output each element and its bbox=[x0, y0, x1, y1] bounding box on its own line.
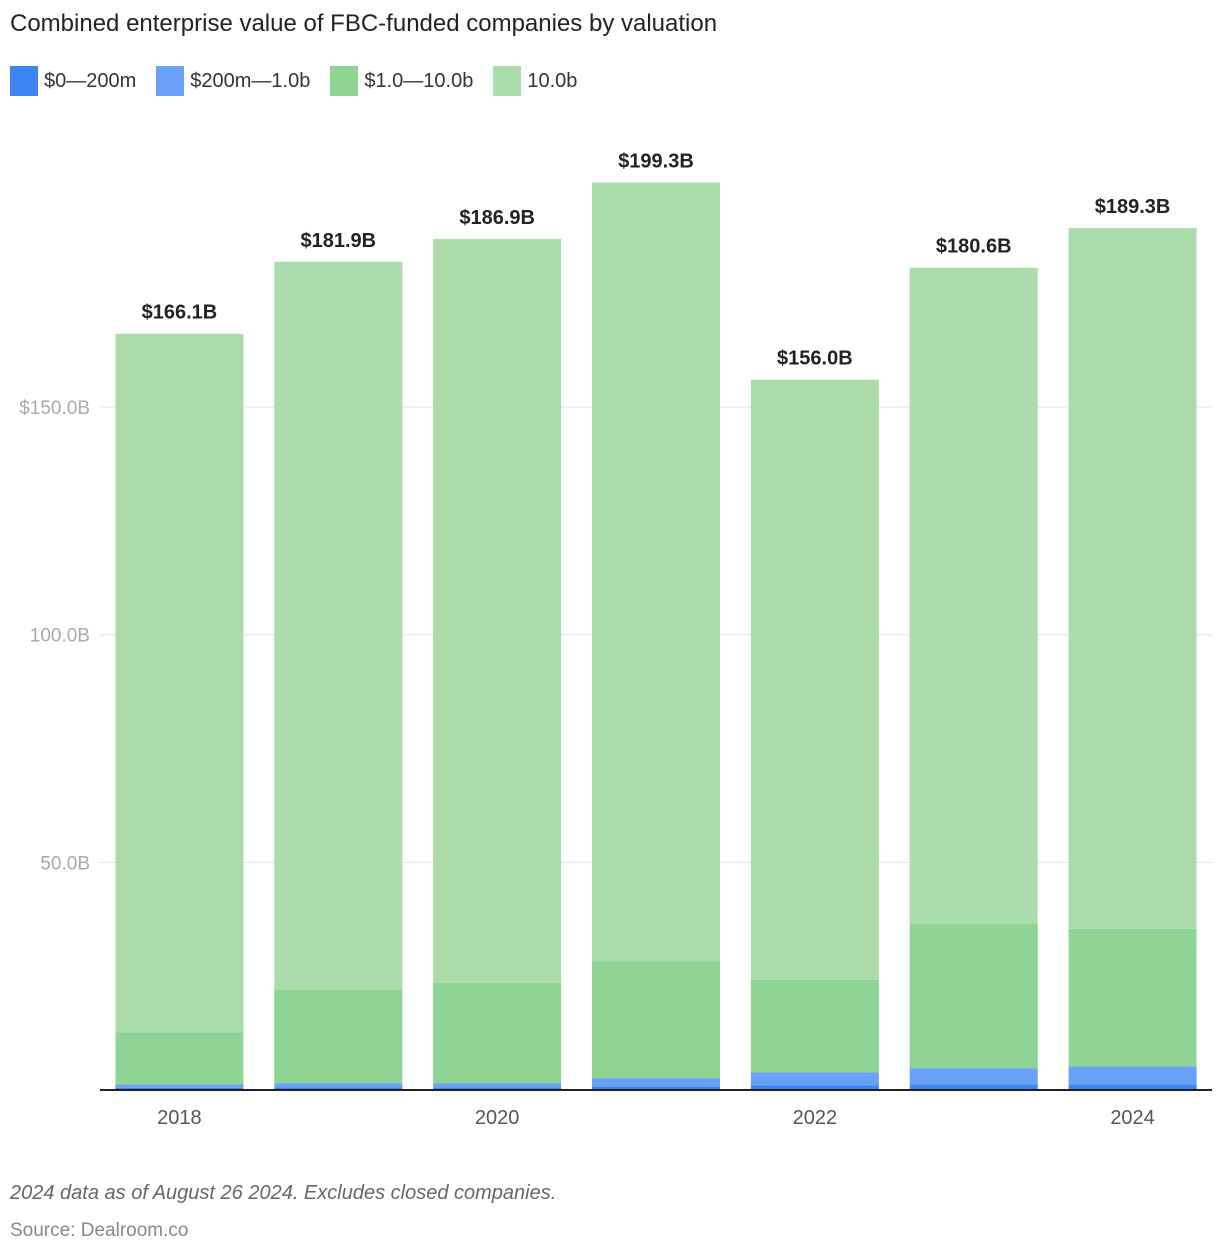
total-label: $181.9B bbox=[300, 230, 376, 252]
bar-segment-2024-s3 bbox=[1068, 228, 1197, 929]
total-label: $199.3B bbox=[618, 151, 694, 173]
bar-segment-2018-s0 bbox=[115, 1087, 244, 1090]
bar-segment-2023-s3 bbox=[909, 267, 1038, 924]
bar-segment-2020-s3 bbox=[433, 239, 562, 984]
legend-item-200m-1b[interactable]: $200m—1.0b bbox=[156, 66, 310, 96]
legend-label: $200m—1.0b bbox=[190, 69, 311, 92]
legend-label: 10.0b bbox=[527, 69, 578, 92]
bar-segment-2021-s0 bbox=[592, 1086, 720, 1090]
legend: $0—200m $200m—1.0b $1.0—10.0b 10.0b bbox=[10, 66, 577, 96]
bar-segment-2022-s1 bbox=[750, 1072, 879, 1086]
bar-segment-2022-s0 bbox=[750, 1085, 879, 1090]
x-tick-label: 2024 bbox=[1110, 1107, 1155, 1129]
bar-segment-2018-s3 bbox=[115, 333, 244, 1033]
bar-segment-2021-s1 bbox=[592, 1078, 720, 1087]
y-tick-label: $150.0B bbox=[19, 398, 90, 419]
legend-swatch bbox=[10, 66, 38, 96]
legend-swatch bbox=[330, 66, 359, 96]
bar-segment-2022-s3 bbox=[750, 379, 879, 980]
legend-item-10b-plus[interactable]: 10.0b bbox=[493, 66, 577, 96]
total-label: $156.0B bbox=[777, 348, 853, 370]
bar-segment-2023-s0 bbox=[909, 1084, 1038, 1090]
bar-segment-2020-s1 bbox=[433, 1083, 562, 1088]
total-label: $189.3B bbox=[1095, 196, 1171, 218]
bar-segment-2024-s0 bbox=[1068, 1084, 1197, 1090]
y-tick-label: 100.0B bbox=[30, 626, 90, 647]
bar-segment-2020-s0 bbox=[433, 1087, 562, 1090]
footnote: 2024 data as of August 26 2024. Excludes… bbox=[10, 1182, 557, 1204]
bar-segment-2020-s2 bbox=[433, 983, 562, 1084]
x-tick-label: 2022 bbox=[793, 1107, 838, 1129]
source-credit: Source: Dealroom.co bbox=[10, 1220, 189, 1241]
legend-item-0-200m[interactable]: $0—200m bbox=[10, 66, 136, 96]
total-label: $186.9B bbox=[459, 207, 535, 229]
legend-swatch bbox=[493, 66, 522, 96]
bar-segment-2019-s3 bbox=[274, 261, 403, 990]
legend-label: $0—200m bbox=[44, 69, 137, 92]
bar-segment-2019-s0 bbox=[274, 1087, 403, 1090]
bar-segment-2022-s2 bbox=[750, 979, 879, 1073]
bar-segment-2021-s2 bbox=[592, 961, 720, 1079]
legend-label: $1.0—10.0b bbox=[364, 69, 474, 92]
bar-segment-2021-s3 bbox=[592, 182, 720, 962]
bar-segment-2023-s1 bbox=[909, 1068, 1038, 1085]
legend-swatch bbox=[156, 66, 185, 96]
legend-item-1b-10b[interactable]: $1.0—10.0b bbox=[330, 66, 473, 96]
bar-segment-2019-s2 bbox=[274, 989, 403, 1084]
bar-segment-2019-s1 bbox=[274, 1083, 403, 1088]
total-label: $180.6B bbox=[936, 236, 1012, 258]
bar-segment-2024-s2 bbox=[1068, 928, 1197, 1067]
bar-segment-2018-s1 bbox=[115, 1084, 244, 1088]
bar-segment-2018-s2 bbox=[115, 1032, 244, 1085]
y-tick-label: 50.0B bbox=[40, 853, 90, 874]
chart-title: Combined enterprise value of FBC-funded … bbox=[10, 10, 718, 37]
bar-segment-2023-s2 bbox=[909, 923, 1038, 1069]
x-tick-label: 2018 bbox=[157, 1107, 202, 1129]
x-tick-label: 2020 bbox=[475, 1107, 520, 1129]
stacked-bar-chart: 50.0B 100.0B $150.0B $166.1B 2018 $181.9B $186… bbox=[19, 151, 1212, 1129]
total-label: $166.1B bbox=[142, 302, 218, 324]
bar-segment-2024-s1 bbox=[1068, 1066, 1197, 1085]
